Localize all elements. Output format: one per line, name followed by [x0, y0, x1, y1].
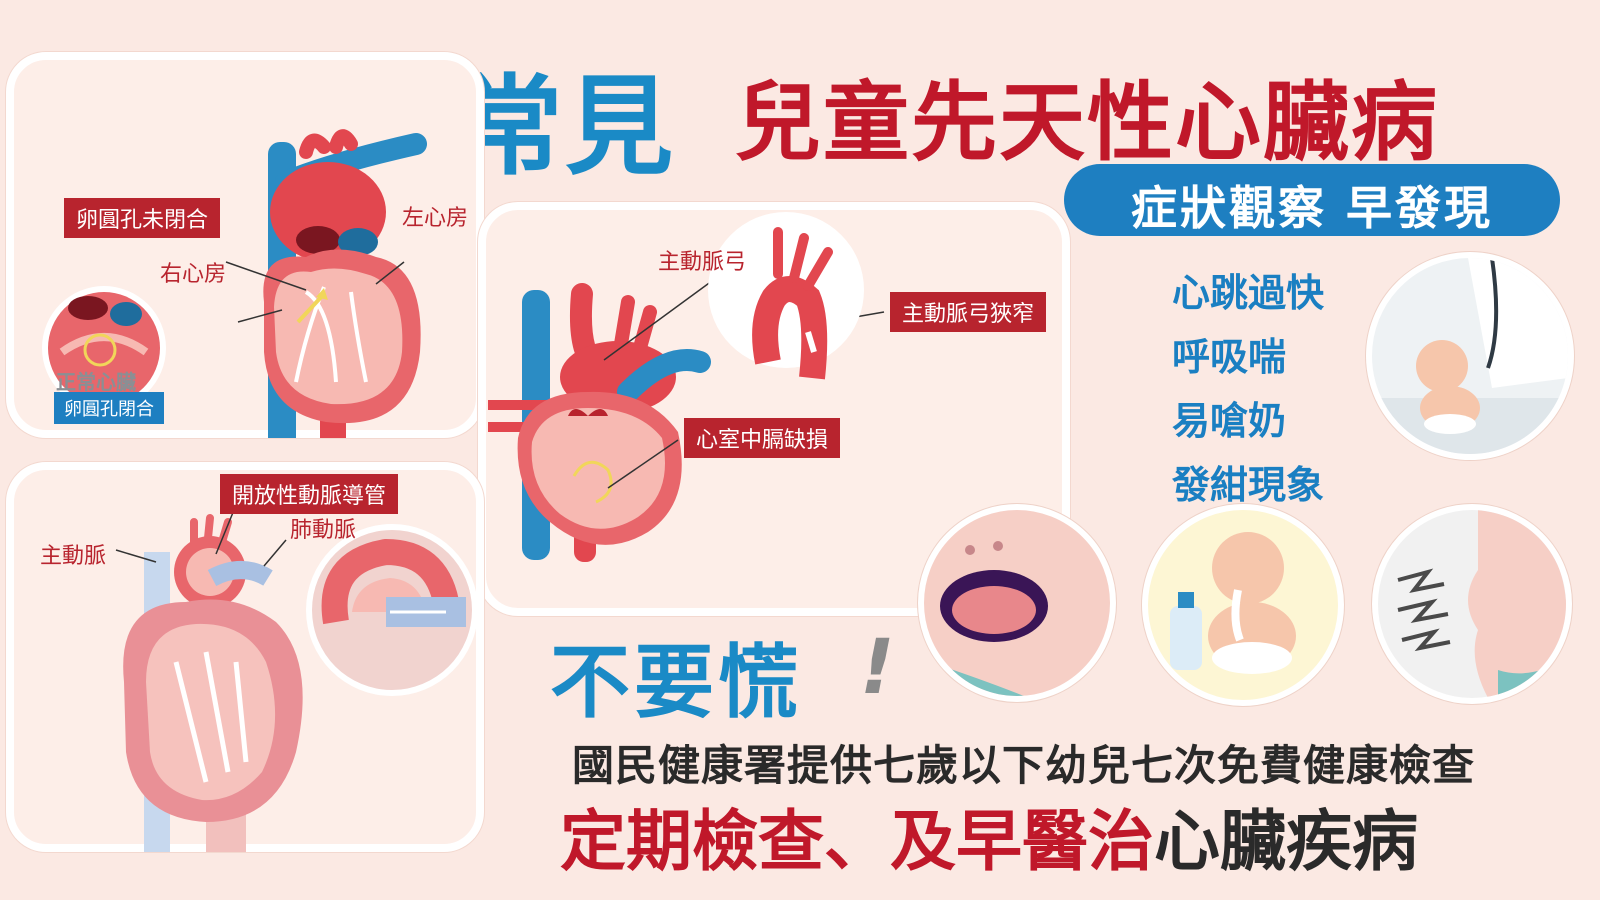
label-pulmonary-artery: 肺動脈	[290, 518, 357, 543]
slogan: 定期檢查、及早醫治心臟疾病	[560, 788, 1418, 884]
symptom-3: 易嗆奶	[1172, 399, 1287, 443]
label-pda: 開放性動脈導管	[220, 474, 399, 514]
symptom-1: 心跳過快	[1172, 271, 1325, 315]
slogan-red: 定期檢查、及早醫治	[560, 803, 1154, 880]
label-aorta: 主動脈	[40, 544, 107, 569]
label-left-atrium: 左心房	[402, 206, 469, 231]
panel-atrial-septal: 卵圓孔未閉合 左心房 右心房 正常心臟 卵圓孔閉合	[6, 52, 484, 438]
subtitle-pill: 症狀觀察 早發現	[1064, 164, 1560, 236]
label-coarctation: 主動脈弓狹窄	[890, 292, 1047, 332]
panel-pda: 開放性動脈導管 主動脈 肺動脈	[6, 462, 484, 852]
label-vsd: 心室中膈缺損	[684, 418, 841, 458]
label-right-atrium: 右心房	[160, 262, 227, 287]
label-normal-heart: 正常心臟	[56, 370, 136, 394]
label-pfo-defect: 卵圓孔未閉合	[64, 198, 221, 238]
title-prefix: 常見	[455, 65, 676, 190]
label-normal-closed: 卵圓孔閉合	[54, 392, 164, 424]
heart-atrial-diagram	[42, 129, 427, 438]
dont-panic-exclaim: !	[860, 622, 895, 711]
dont-panic-text: 不要慌	[550, 636, 802, 729]
symptom-2: 呼吸喘	[1172, 335, 1287, 379]
doctor-baby-illustration	[1366, 252, 1574, 460]
slogan-dark: 心臟疾病	[1154, 803, 1418, 880]
symptom-4: 發紺現象	[1172, 463, 1325, 507]
heart-vsd-diagram	[488, 212, 885, 562]
title-main: 兒童先天性心臟病	[735, 73, 1439, 173]
heart-pda-diagram	[115, 509, 478, 852]
info-line: 國民健康署提供七歲以下幼兒七次免費健康檢查	[572, 741, 1476, 790]
cyanosis-lips-illustration	[918, 504, 1116, 702]
label-aortic-arch: 主動脈弓	[658, 250, 747, 275]
baby-breathing-illustration	[1372, 504, 1572, 704]
baby-choking-milk-illustration	[1142, 504, 1344, 706]
subtitle-text: 症狀觀察 早發現	[1130, 181, 1493, 235]
